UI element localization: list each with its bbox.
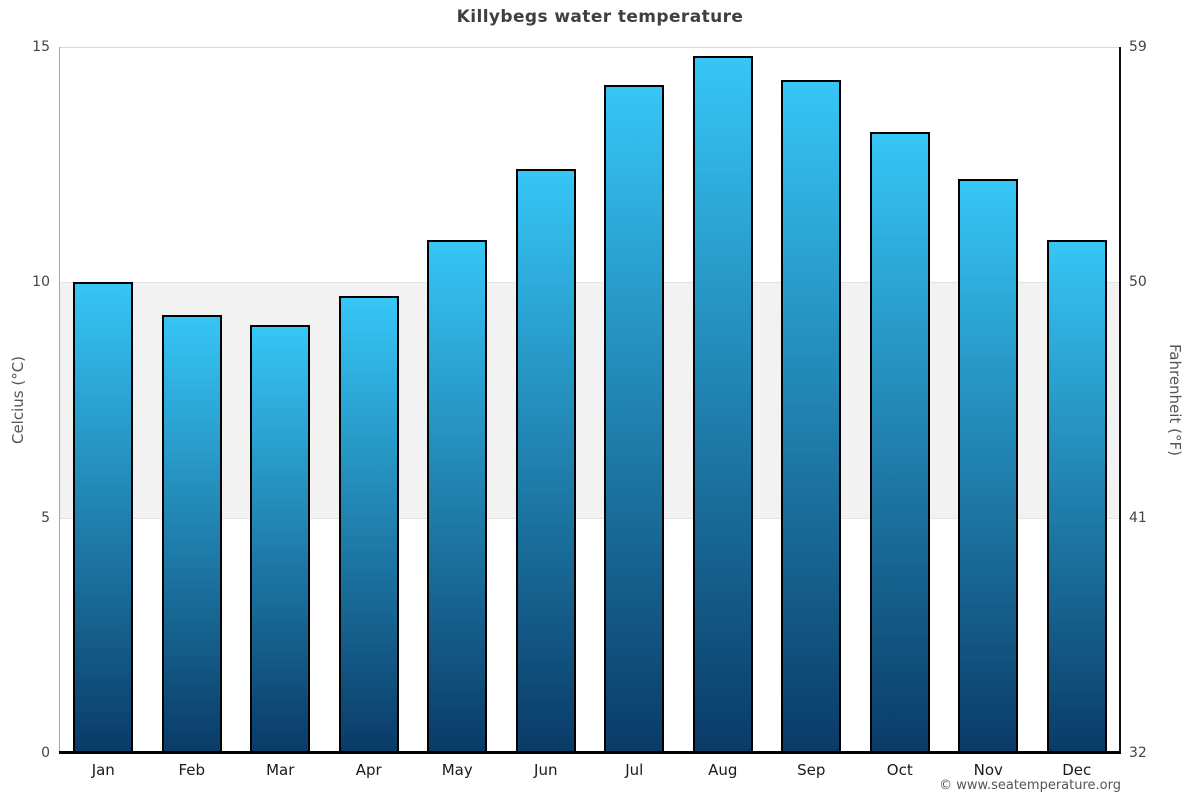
xlabel-oct: Oct	[886, 761, 913, 779]
ytick-fahrenheit-59: 59	[1129, 39, 1147, 55]
watermark: © www.seatemperature.org	[939, 778, 1121, 793]
xlabel-apr: Apr	[355, 761, 382, 779]
chart-title: Killybegs water temperature	[456, 7, 744, 27]
ytick-fahrenheit-41: 41	[1129, 509, 1147, 526]
plot-area	[59, 47, 1121, 754]
ytick-celsius-0: 0	[41, 745, 50, 761]
bar-may	[427, 240, 488, 753]
gridline-5	[59, 517, 1121, 519]
grid-band-5-10	[59, 282, 1121, 518]
right-axis-line	[1119, 47, 1121, 753]
left-axis-line	[59, 47, 60, 753]
xlabel-nov: Nov	[973, 761, 1003, 779]
bar-aug	[692, 56, 753, 753]
grid-band-10-15	[59, 47, 1121, 283]
ytick-fahrenheit-50: 50	[1129, 274, 1147, 291]
bar-jun	[515, 169, 576, 753]
bar-mar	[250, 325, 311, 753]
xlabel-jul: Jul	[625, 761, 644, 779]
xlabel-dec: Dec	[1062, 761, 1092, 779]
bar-jul	[604, 85, 665, 753]
grid-band-0-5	[59, 517, 1121, 753]
xlabel-jun: Jun	[534, 761, 558, 779]
ytick-celsius-15: 15	[32, 39, 50, 55]
left-axis-title: Celcius (°C)	[9, 355, 27, 445]
xlabel-mar: Mar	[266, 761, 295, 779]
gridline-15	[59, 47, 1121, 48]
bar-sep	[781, 80, 842, 753]
gridline-10	[59, 282, 1121, 284]
bar-nov	[958, 179, 1019, 753]
x-axis-line	[59, 751, 1121, 754]
bar-feb	[161, 315, 222, 753]
xlabel-sep: Sep	[797, 761, 826, 779]
xlabel-aug: Aug	[708, 761, 738, 779]
bar-oct	[869, 132, 930, 753]
xlabel-jan: Jan	[91, 761, 115, 779]
ytick-celsius-5: 5	[41, 509, 50, 526]
ytick-fahrenheit-32: 32	[1129, 745, 1147, 761]
xlabel-feb: Feb	[178, 761, 206, 779]
bar-apr	[338, 296, 399, 753]
bar-dec	[1046, 240, 1107, 753]
bar-jan	[73, 282, 134, 753]
ytick-celsius-10: 10	[32, 274, 50, 291]
right-axis-title: Fahrenheit (°F)	[1166, 344, 1184, 456]
xlabel-may: May	[441, 761, 473, 779]
